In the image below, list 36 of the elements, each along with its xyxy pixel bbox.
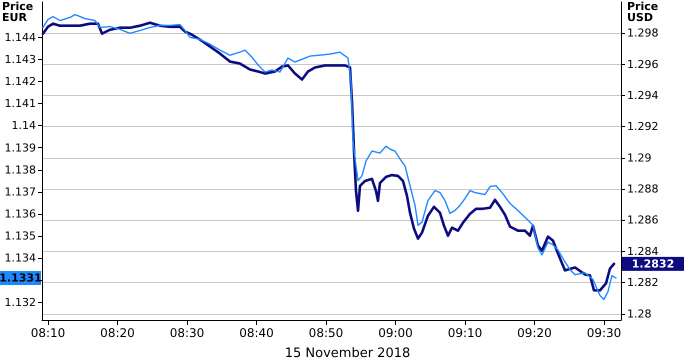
y2-tick-label: 1.282 — [627, 276, 658, 290]
x-tick-label: 09:30 — [586, 326, 622, 340]
y2-tick-label: 1.29 — [627, 151, 652, 164]
x-tick-label: 08:40 — [239, 326, 274, 340]
y2-tick-label: 1.284 — [627, 244, 658, 258]
y2-tick-label: 1.288 — [627, 182, 658, 196]
x-tick-label: 08:20 — [100, 326, 135, 340]
x-tick-label: 09:20 — [517, 326, 552, 340]
x-tick-label: 08:50 — [308, 326, 344, 340]
y-tick-label: 1.144 — [4, 30, 36, 44]
y-tick-label: 1.136 — [4, 208, 36, 220]
y2-tick-label: 1.296 — [627, 58, 658, 71]
y-tick-label: 1.135 — [4, 230, 36, 243]
text: 1.1331 — [0, 272, 42, 285]
y-tick-label: 1.139 — [4, 141, 36, 154]
x-tick-label: 09:10 — [448, 326, 482, 340]
y2-tick-label: 1.298 — [627, 26, 658, 40]
y-tick-label: 1.138 — [4, 163, 36, 176]
y-tick-label: 1.14 — [12, 119, 36, 132]
y2-tick-label: 1.28 — [627, 307, 652, 320]
text: 1.2832 — [632, 257, 674, 270]
y-tick-label: 1.134 — [4, 252, 36, 265]
y2-tick-label: 1.294 — [627, 89, 658, 102]
x-axis-title: 15 November 2018 — [284, 346, 410, 361]
x-tick-label: 08:10 — [30, 326, 66, 340]
y-tick-label: 1.137 — [4, 185, 36, 198]
y-tick-label: 1.143 — [4, 52, 36, 66]
y2-axis-title: Price USD — [627, 0, 658, 24]
y2-tick-label: 1.286 — [627, 214, 658, 227]
y-tick-label: 1.132 — [4, 296, 36, 309]
x-tick-label: 09:00 — [378, 326, 413, 340]
y-tick-label: 1.142 — [4, 75, 36, 88]
y2-tick-label: 1.292 — [627, 120, 658, 134]
y-axis-title: Price EUR — [2, 0, 34, 24]
x-tick-label: 08:30 — [170, 326, 204, 340]
y-tick-label: 1.141 — [4, 97, 36, 110]
